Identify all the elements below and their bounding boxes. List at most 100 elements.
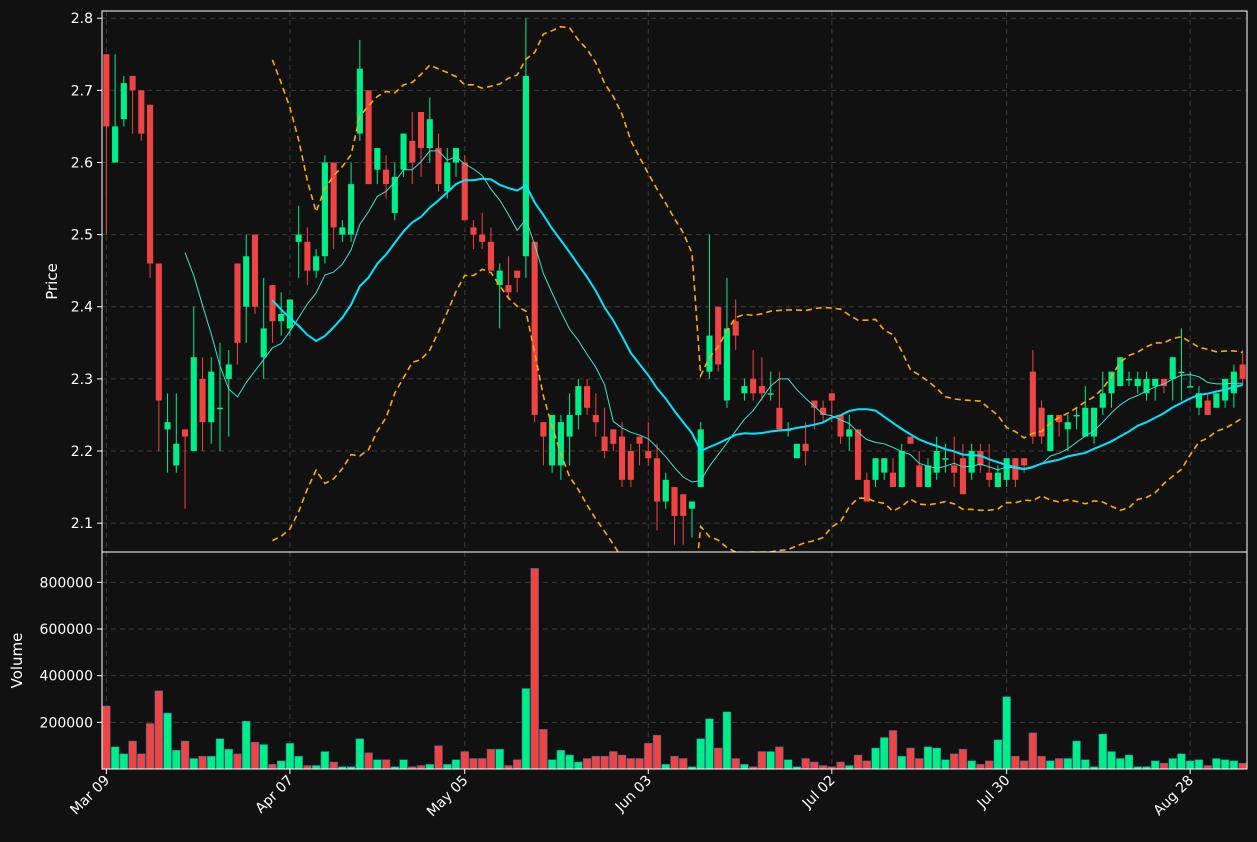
price-tick-label: 2.8 xyxy=(71,11,93,27)
price-tick-label: 2.6 xyxy=(71,155,93,171)
volume-bar xyxy=(1046,760,1055,769)
candle-body xyxy=(409,140,416,163)
volume-bar xyxy=(207,755,216,769)
candle-body xyxy=(566,414,573,437)
date-tick-label: Jul 02 xyxy=(799,773,839,813)
candle-body xyxy=(854,429,862,480)
volume-bar xyxy=(880,737,889,769)
candle-body xyxy=(120,83,127,120)
candle-body xyxy=(234,263,241,343)
volume-bar xyxy=(469,758,478,769)
candle-body xyxy=(1204,400,1211,415)
candle-body xyxy=(750,378,757,394)
volume-bar xyxy=(346,766,356,769)
candle-body xyxy=(942,458,949,460)
candle-body xyxy=(828,393,835,401)
candle-body xyxy=(723,328,731,401)
candle-body xyxy=(601,436,608,452)
volume-bar xyxy=(416,765,426,769)
price-tick-label: 2.1 xyxy=(71,516,93,532)
volume-bar xyxy=(1037,755,1046,769)
volume-bar xyxy=(679,758,688,769)
candle-body xyxy=(313,256,320,271)
volume-bar xyxy=(1002,696,1011,769)
candle-body xyxy=(461,162,468,221)
volume-bar xyxy=(810,761,819,769)
volume-bar xyxy=(714,747,723,769)
candle-body xyxy=(872,458,879,480)
candle-body xyxy=(426,119,433,149)
volume-bar xyxy=(617,754,627,769)
volume-bar xyxy=(792,766,802,769)
volume-bar xyxy=(775,746,784,769)
candle-body xyxy=(452,148,460,163)
volume-bar xyxy=(705,718,714,769)
volume-bar xyxy=(801,758,810,769)
volume-bar xyxy=(687,766,697,769)
volume-bar xyxy=(1116,758,1125,769)
price-tick-label: 2.3 xyxy=(71,372,93,388)
candle-body xyxy=(251,234,259,307)
candle-body xyxy=(575,386,582,415)
candle-body xyxy=(1073,414,1080,417)
volume-bar xyxy=(285,743,295,769)
candle-body xyxy=(549,414,556,466)
candle-body xyxy=(592,414,599,423)
price-grid xyxy=(102,11,1247,769)
volume-bar xyxy=(853,754,863,769)
candle-body xyxy=(260,328,267,358)
volume-bar xyxy=(635,758,644,769)
volume-bar xyxy=(661,764,670,769)
volume-bar xyxy=(556,750,566,769)
candle-body xyxy=(155,263,162,401)
candle-body xyxy=(697,429,704,488)
candle-body xyxy=(610,429,617,444)
candle-body xyxy=(959,458,966,495)
volume-bar xyxy=(268,764,277,769)
candle-body xyxy=(758,386,765,394)
candle-body xyxy=(706,335,713,372)
volume-bar xyxy=(967,760,976,769)
candle-body xyxy=(802,443,809,452)
volume-bar xyxy=(862,760,871,769)
volume-bar xyxy=(915,758,924,769)
volume-bar xyxy=(486,748,496,769)
volume-bar xyxy=(451,759,461,769)
volume-bar xyxy=(1124,754,1134,769)
candle-body xyxy=(103,54,110,127)
volume-bar xyxy=(722,711,732,769)
volume-bar xyxy=(932,747,941,769)
candle-body xyxy=(147,104,154,264)
volume-bar xyxy=(1063,758,1073,769)
candle-body xyxy=(269,285,276,322)
volume-axis-label: Volume xyxy=(8,633,26,689)
candle-body xyxy=(444,162,451,192)
candle-body xyxy=(1125,378,1133,381)
volume-bar xyxy=(172,750,181,769)
volume-bar xyxy=(390,766,399,769)
volume-bar xyxy=(626,758,635,769)
volume-bar xyxy=(897,755,906,769)
candle-body xyxy=(505,285,512,293)
candle-body xyxy=(1064,422,1071,430)
volume-bar xyxy=(215,738,225,769)
sma-fast-line xyxy=(184,150,1243,483)
date-tick-label: Jun 03 xyxy=(612,773,655,816)
volume-bar xyxy=(1107,751,1116,769)
candle-body xyxy=(1143,378,1150,394)
candle-body xyxy=(190,357,197,452)
volume-bar xyxy=(338,766,347,769)
candle-body xyxy=(1038,407,1045,437)
candle-body xyxy=(138,90,145,134)
volume-bar xyxy=(748,766,758,769)
candle-body xyxy=(688,501,696,509)
volume-bar xyxy=(766,751,775,769)
volume-bar xyxy=(294,755,303,769)
volume-bar xyxy=(137,753,146,769)
candle-body xyxy=(1090,407,1098,437)
volume-bar xyxy=(696,738,705,769)
volume-bar xyxy=(460,751,469,769)
volume-bar xyxy=(311,765,321,769)
candle-body xyxy=(1213,393,1220,408)
